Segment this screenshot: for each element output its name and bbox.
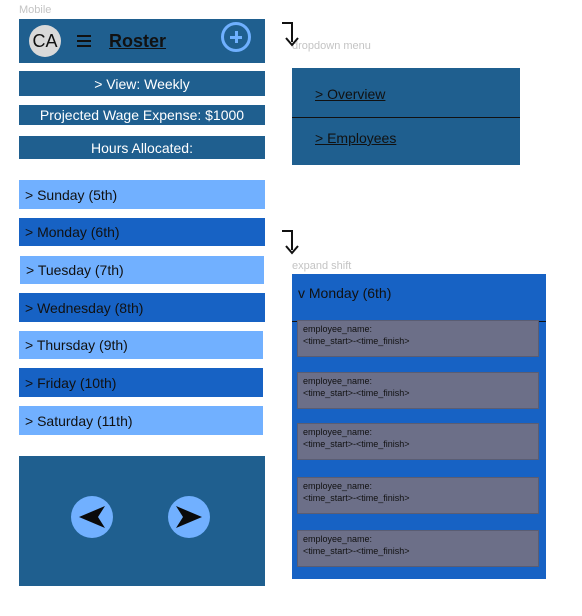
shift-time: <time_start>-<time_finish> [303,336,410,346]
menu-item-employees[interactable]: > Employees [315,130,397,146]
day-row-tuesday[interactable]: > Tuesday (7th) [20,256,264,284]
day-row-thursday[interactable]: > Thursday (9th) [19,331,263,359]
dropdown-caption: dropdown menu [292,40,371,52]
menu-divider [292,117,520,118]
shift-card[interactable]: employee_name: <time_start>-<time_finish… [297,530,539,567]
hours-allocated: Hours Allocated: [19,136,265,159]
shift-time: <time_start>-<time_finish> [303,493,410,503]
shift-card[interactable]: employee_name: <time_start>-<time_finish… [297,320,539,357]
wage-expense: Projected Wage Expense: $1000 [19,105,265,125]
day-row-monday[interactable]: > Monday (6th) [19,218,265,246]
expanded-day-panel: v Monday (6th) employee_name: <time_star… [292,274,546,579]
previous-week-button[interactable] [71,496,113,538]
dropdown-menu: > Overview > Employees [292,68,520,165]
shift-time: <time_start>-<time_finish> [303,388,410,398]
down-arrow-icon [280,20,304,48]
menu-item-overview[interactable]: > Overview [315,86,386,102]
shift-employee-name: employee_name: [303,534,373,544]
shift-employee-name: employee_name: [303,324,373,334]
day-row-friday[interactable]: > Friday (10th) [19,368,263,397]
add-icon[interactable] [221,22,251,52]
mobile-caption: Mobile [19,4,52,16]
shift-employee-name: employee_name: [303,376,373,386]
shift-card[interactable]: employee_name: <time_start>-<time_finish… [297,477,539,514]
shift-employee-name: employee_name: [303,481,373,491]
next-week-button[interactable] [168,496,210,538]
avatar[interactable]: CA [29,25,61,57]
shift-card[interactable]: employee_name: <time_start>-<time_finish… [297,423,539,460]
view-selector[interactable]: > View: Weekly [19,71,265,96]
shift-card[interactable]: employee_name: <time_start>-<time_finish… [297,372,539,409]
shift-employee-name: employee_name: [303,427,373,437]
app-header: CA Roster [19,19,265,63]
down-arrow-icon [280,228,304,256]
page-title: Roster [109,30,167,51]
day-row-wednesday[interactable]: > Wednesday (8th) [19,293,265,322]
shift-time: <time_start>-<time_finish> [303,546,410,556]
day-row-sunday[interactable]: > Sunday (5th) [19,180,265,209]
expand-caption: expand shift [292,260,352,272]
week-nav-panel [19,456,265,586]
shift-time: <time_start>-<time_finish> [303,439,410,449]
arrow-left-icon [79,506,105,528]
hamburger-menu-icon[interactable] [77,35,91,47]
arrow-right-icon [176,506,202,528]
expanded-day-header[interactable]: v Monday (6th) [298,285,392,301]
day-row-saturday[interactable]: > Saturday (11th) [19,406,263,435]
